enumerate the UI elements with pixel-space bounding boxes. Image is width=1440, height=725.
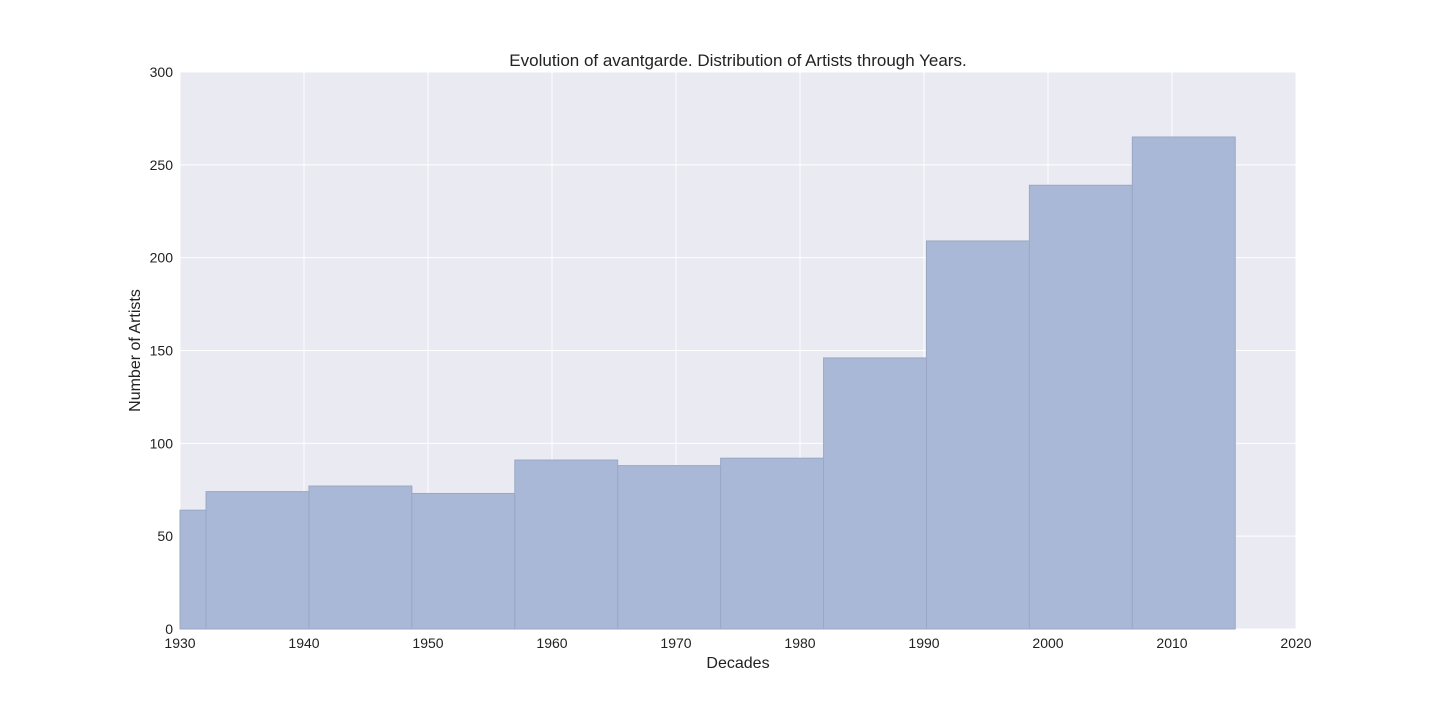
x-tick-label: 1960 (536, 635, 567, 651)
x-tick-label: 1930 (164, 635, 195, 651)
x-tick-label: 2020 (1280, 635, 1311, 651)
histogram-bar (411, 492, 516, 630)
x-tick-label: 2010 (1156, 635, 1187, 651)
histogram-bar (308, 485, 413, 630)
histogram-bar (514, 459, 619, 630)
chart-title: Evolution of avantgarde. Distribution of… (509, 51, 966, 70)
histogram-bar (179, 509, 207, 630)
histogram-bar (720, 457, 825, 630)
histogram-bar (1028, 184, 1133, 630)
y-tick-label: 0 (165, 621, 173, 637)
histogram-bar (925, 240, 1030, 630)
y-tick-label: 100 (150, 435, 174, 451)
y-tick-label: 250 (150, 157, 174, 173)
y-axis-label: Number of Artists (127, 289, 144, 412)
histogram-bar (617, 465, 722, 630)
y-tick-label: 150 (150, 343, 174, 359)
x-tick-label: 1970 (660, 635, 691, 651)
x-axis-ticks: 1930 1940 1950 1960 1970 1980 1990 2000 2010 2020 (164, 635, 1311, 651)
histogram-bar (205, 491, 310, 630)
y-tick-label: 50 (157, 528, 173, 544)
y-tick-label: 300 (150, 64, 174, 80)
x-tick-label: 1940 (288, 635, 319, 651)
histogram-bars (179, 136, 1236, 630)
x-tick-label: 1980 (784, 635, 815, 651)
histogram-bar (823, 357, 927, 630)
x-tick-label: 1990 (908, 635, 939, 651)
histogram-bar (1131, 136, 1236, 630)
x-tick-label: 1950 (412, 635, 443, 651)
x-tick-label: 2000 (1032, 635, 1063, 651)
x-axis-label: Decades (706, 655, 769, 672)
y-axis-ticks: 0 50 100 150 200 250 300 (150, 64, 174, 637)
y-tick-label: 200 (150, 250, 174, 266)
